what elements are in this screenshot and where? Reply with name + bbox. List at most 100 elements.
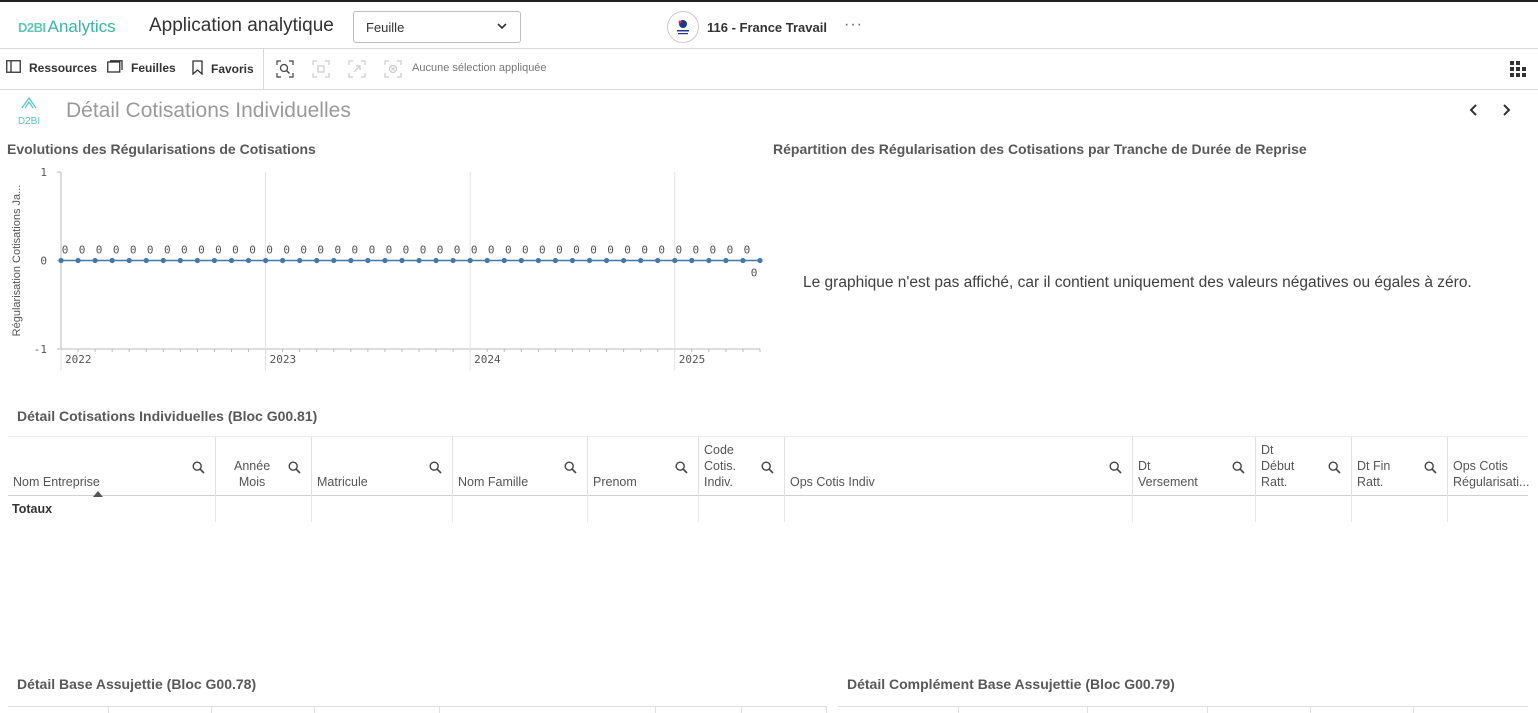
data-point [433,257,439,264]
data-point [245,257,252,264]
search-icon[interactable] [1232,461,1245,474]
column-header[interactable]: Année Mois [216,437,312,496]
search-icon[interactable] [192,461,205,474]
selection-search-icon[interactable] [276,60,294,78]
column-header-label: Année Mois [234,458,270,490]
data-point [399,257,405,264]
sheet-select-value: Feuille [366,19,405,35]
x-tick-label: 2022 [65,353,92,366]
favorites-button[interactable]: Favoris [192,60,254,78]
search-icon[interactable] [675,461,688,474]
no-selection-text: Aucune sélection appliquée [412,62,547,74]
data-point [382,257,388,264]
search-icon[interactable] [1424,461,1437,474]
bottom-table-column-divider [655,706,656,713]
sheets-label: Feuilles [131,61,176,75]
y-tick-label: 0 [40,255,47,268]
column-header-label-line: Ratt. [1261,475,1288,489]
step-forward-icon[interactable] [348,60,366,78]
data-label: 0 [454,244,461,257]
column-header[interactable]: Dt Début Ratt. [1256,437,1352,496]
search-icon[interactable] [288,461,301,474]
data-point [297,257,303,264]
totals-cell [1448,496,1528,522]
y-axis-label: Régularisation Cotisations Ja... [11,185,23,337]
search-icon[interactable] [1109,461,1122,474]
column-header-label-line: Cotis. [704,459,736,473]
more-options-button[interactable]: ··· [844,16,863,33]
bottom-table-column-divider [108,706,109,713]
data-point [467,257,473,264]
search-icon[interactable] [429,461,442,474]
bottom-table-column-divider [211,706,212,713]
toolbar: Ressources Feuilles Favoris Aucune sélec… [0,49,1538,90]
data-label: 0 [181,244,188,257]
column-header[interactable]: Matricule [312,437,453,496]
chart-title: Evolutions des Régularisations de Cotisa… [7,141,316,157]
column-header-label: Nom Entreprise [13,474,100,490]
totals-cell [453,496,588,522]
column-header[interactable]: Nom Entreprise [8,437,216,497]
column-header-label-line: Dt [1138,459,1151,473]
logo-word: Analytics [47,17,116,36]
column-header[interactable]: Dt Fin Ratt. [1352,437,1448,496]
column-header-label: Ops Cotis Régularisati... [1453,458,1529,490]
search-icon[interactable] [761,461,774,474]
bottom-left-table-header [8,706,826,713]
data-point [689,257,695,264]
data-label: 0 [471,244,478,257]
data-label: 0 [164,244,171,257]
line-chart[interactable]: 1 0 -1 Régularisation Cotisations Ja... 2022… [0,165,770,380]
y-tick-label: -1 [34,343,47,356]
search-icon[interactable] [564,461,577,474]
sheets-button[interactable]: Feuilles [107,60,176,76]
column-header[interactable]: Prenom [588,437,699,496]
data-point [757,257,763,264]
sheet-select[interactable]: Feuille [353,11,521,43]
data-label: 0 [539,244,546,257]
app-title: Application analytique [149,15,334,36]
data-point [740,257,746,264]
sheet-title: Détail Cotisations Individuelles [66,99,351,122]
bottom-table-column-divider [1413,706,1414,713]
space-name: 116 - France Travail [707,19,827,35]
column-header-label-line: Ops Cotis [1453,459,1508,473]
column-header[interactable]: Code Cotis. Indiv. [699,437,785,496]
data-label: 0 [744,244,751,257]
column-header[interactable]: Ops Cotis Indiv [785,437,1133,496]
logo-mark: D2BI [18,19,46,35]
column-header[interactable]: Nom Famille [453,437,588,496]
column-header-label-line: Prenom [593,475,637,489]
data-point [126,257,132,264]
data-point [331,257,337,264]
column-header[interactable]: Dt Versement [1133,437,1256,496]
column-header-label-line: Début [1261,459,1295,473]
clear-selections-icon[interactable] [384,60,402,78]
next-sheet-button[interactable] [1496,100,1516,120]
app-logo[interactable]: D2BI Analytics [18,14,116,40]
resources-button[interactable]: Ressources [6,60,97,76]
bottom-table-column-divider [314,706,315,713]
sort-ascending-icon[interactable] [93,491,103,497]
column-header-label: Dt Versement [1138,458,1198,490]
x-tick-label: 2024 [474,353,501,366]
data-point [484,257,490,264]
search-icon[interactable] [1328,461,1341,474]
column-header[interactable]: Ops Cotis Régularisati... [1448,437,1529,496]
data-point [416,257,422,264]
previous-sheet-button[interactable] [1464,100,1484,120]
column-header-label: Dt Fin Ratt. [1357,458,1390,490]
column-header-label: Prenom [593,474,637,490]
data-label: 0 [590,244,597,257]
data-point [92,257,98,264]
space-selector[interactable]: 116 - France Travail [667,11,827,43]
bottom-table-column-divider [1310,706,1311,713]
step-back-icon[interactable] [312,60,330,78]
column-header-label: Ops Cotis Indiv [790,474,875,490]
totals-cell [1133,496,1256,522]
totals-cell [1352,496,1448,522]
data-point [314,257,320,264]
cotisations-table: Nom Entreprise Année Mois Matricule Nom Fami… [8,436,1529,522]
totals-cell [785,496,1133,522]
grid-menu-icon[interactable] [1510,61,1526,82]
